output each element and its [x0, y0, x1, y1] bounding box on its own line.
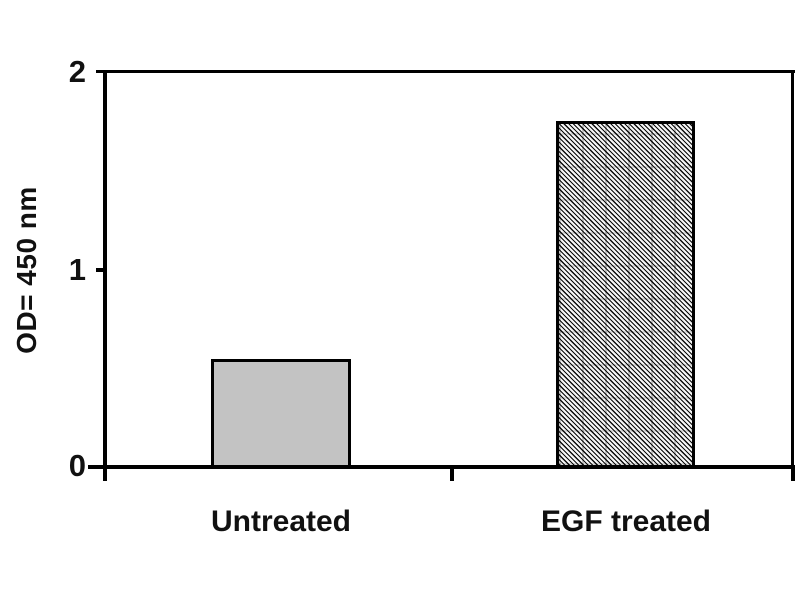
- y-axis-line: [103, 70, 107, 470]
- category-label-egf-treated: EGF treated: [540, 505, 712, 538]
- x-tick-middle: [450, 468, 454, 481]
- plot-frame-right: [791, 70, 794, 470]
- y-tick-label-2: 2: [68, 54, 86, 89]
- x-tick-right: [791, 468, 795, 481]
- y-tick-label-0: 0: [68, 448, 86, 483]
- x-tick-left: [103, 468, 107, 481]
- y-tick-1: [96, 268, 105, 272]
- bar-egf-treated: [555, 121, 695, 468]
- bar-untreated: [211, 359, 351, 468]
- plot-frame-top: [96, 70, 795, 73]
- category-label-untreated: Untreated: [210, 505, 352, 538]
- y-axis-title: OD= 450 nm: [11, 186, 42, 354]
- y-tick-label-1: 1: [68, 252, 86, 287]
- x-axis-line: [88, 465, 795, 469]
